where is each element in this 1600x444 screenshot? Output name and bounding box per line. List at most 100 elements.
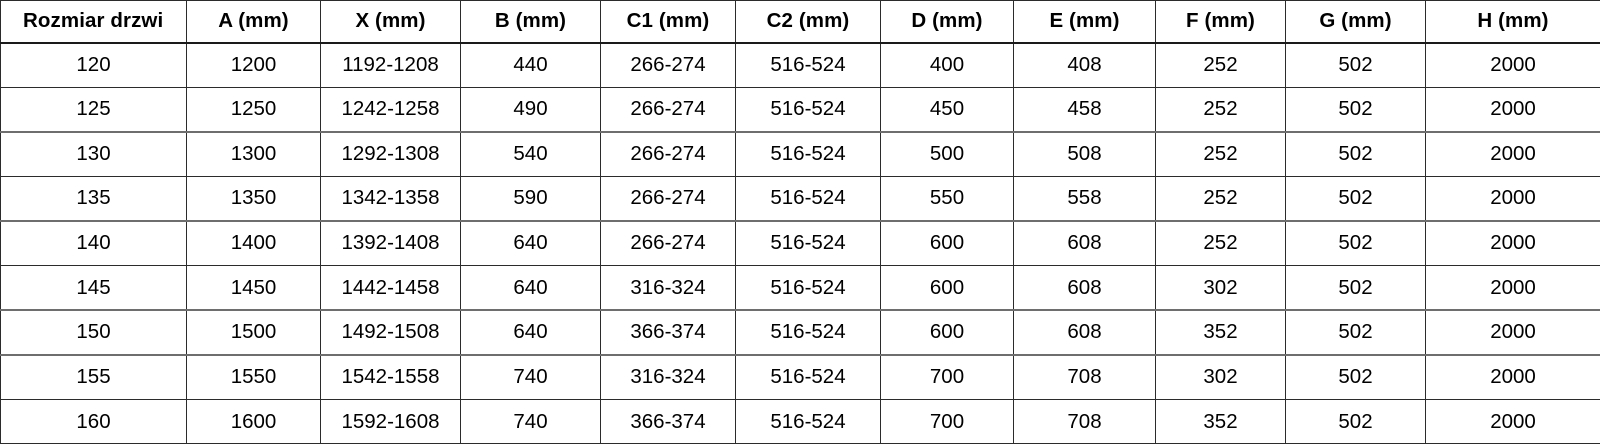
table-row: 150 1500 1492-1508 640 366-374 516-524 600 608 3… <box>0 309 1600 356</box>
table-row: 155 1550 1542-1558 740 316-324 516-524 700 708 3… <box>0 353 1600 400</box>
cell-x: 1242-1258 <box>320 86 461 133</box>
cell-g: 502 <box>1285 175 1426 222</box>
cell-d: 450 <box>880 86 1014 133</box>
column-header-b: B (mm) <box>460 0 601 44</box>
cell-d: 700 <box>880 353 1014 400</box>
cell-size: 130 <box>0 130 187 177</box>
cell-a: 1400 <box>186 219 321 266</box>
cell-g: 502 <box>1285 219 1426 266</box>
cell-e: 408 <box>1013 42 1156 88</box>
cell-e: 508 <box>1013 130 1156 177</box>
cell-c1: 316-324 <box>600 353 736 400</box>
cell-h: 2000 <box>1425 309 1600 356</box>
cell-f: 252 <box>1155 42 1286 88</box>
cell-d: 600 <box>880 219 1014 266</box>
column-header-c2: C2 (mm) <box>735 0 881 44</box>
cell-e: 708 <box>1013 398 1156 444</box>
cell-d: 550 <box>880 175 1014 222</box>
cell-f: 252 <box>1155 130 1286 177</box>
column-header-size: Rozmiar drzwi <box>0 0 187 44</box>
cell-d: 700 <box>880 398 1014 444</box>
cell-x: 1492-1508 <box>320 309 461 356</box>
cell-c2: 516-524 <box>735 309 881 356</box>
cell-h: 2000 <box>1425 130 1600 177</box>
cell-d: 400 <box>880 42 1014 88</box>
cell-size: 125 <box>0 86 187 133</box>
cell-size: 145 <box>0 264 187 311</box>
cell-c2: 516-524 <box>735 219 881 266</box>
cell-a: 1350 <box>186 175 321 222</box>
cell-h: 2000 <box>1425 353 1600 400</box>
cell-d: 600 <box>880 264 1014 311</box>
cell-g: 502 <box>1285 264 1426 311</box>
cell-e: 608 <box>1013 264 1156 311</box>
cell-a: 1200 <box>186 42 321 88</box>
cell-f: 252 <box>1155 86 1286 133</box>
cell-c1: 366-374 <box>600 309 736 356</box>
cell-x: 1542-1558 <box>320 353 461 400</box>
cell-b: 640 <box>460 309 601 356</box>
column-header-h: H (mm) <box>1425 0 1600 44</box>
column-header-x: X (mm) <box>320 0 461 44</box>
cell-h: 2000 <box>1425 398 1600 444</box>
cell-f: 352 <box>1155 398 1286 444</box>
cell-d: 500 <box>880 130 1014 177</box>
table-row: 160 1600 1592-1608 740 366-374 516-524 700 708 3… <box>0 398 1600 444</box>
cell-e: 558 <box>1013 175 1156 222</box>
cell-x: 1342-1358 <box>320 175 461 222</box>
table-header: Rozmiar drzwi A (mm) X (mm) B (mm) C1 (m… <box>0 0 1600 44</box>
cell-x: 1442-1458 <box>320 264 461 311</box>
cell-c1: 266-274 <box>600 86 736 133</box>
cell-c2: 516-524 <box>735 86 881 133</box>
cell-f: 252 <box>1155 175 1286 222</box>
column-header-c1: C1 (mm) <box>600 0 736 44</box>
cell-h: 2000 <box>1425 219 1600 266</box>
cell-h: 2000 <box>1425 175 1600 222</box>
cell-c2: 516-524 <box>735 264 881 311</box>
cell-h: 2000 <box>1425 86 1600 133</box>
header-row: Rozmiar drzwi A (mm) X (mm) B (mm) C1 (m… <box>0 0 1600 44</box>
cell-size: 120 <box>0 42 187 88</box>
cell-b: 640 <box>460 264 601 311</box>
column-header-d: D (mm) <box>880 0 1014 44</box>
table-row: 130 1300 1292-1308 540 266-274 516-524 500 508 2… <box>0 130 1600 177</box>
table-row: 135 1350 1342-1358 590 266-274 516-524 550 558 2… <box>0 175 1600 222</box>
table-row: 140 1400 1392-1408 640 266-274 516-524 600 608 2… <box>0 219 1600 266</box>
cell-c2: 516-524 <box>735 130 881 177</box>
cell-f: 252 <box>1155 219 1286 266</box>
cell-a: 1300 <box>186 130 321 177</box>
cell-size: 135 <box>0 175 187 222</box>
cell-x: 1392-1408 <box>320 219 461 266</box>
table-row: 120 1200 1192-1208 440 266-274 516-524 400 408 2… <box>0 42 1600 88</box>
cell-x: 1292-1308 <box>320 130 461 177</box>
cell-x: 1592-1608 <box>320 398 461 444</box>
cell-d: 600 <box>880 309 1014 356</box>
cell-c1: 266-274 <box>600 130 736 177</box>
cell-e: 608 <box>1013 309 1156 356</box>
cell-b: 540 <box>460 130 601 177</box>
cell-c1: 366-374 <box>600 398 736 444</box>
table-row: 125 1250 1242-1258 490 266-274 516-524 450 458 2… <box>0 86 1600 133</box>
cell-g: 502 <box>1285 398 1426 444</box>
cell-c2: 516-524 <box>735 353 881 400</box>
table-row: 145 1450 1442-1458 640 316-324 516-524 600 608 3… <box>0 264 1600 311</box>
cell-f: 302 <box>1155 353 1286 400</box>
cell-b: 740 <box>460 353 601 400</box>
cell-e: 708 <box>1013 353 1156 400</box>
cell-x: 1192-1208 <box>320 42 461 88</box>
cell-b: 590 <box>460 175 601 222</box>
cell-a: 1250 <box>186 86 321 133</box>
column-header-e: E (mm) <box>1013 0 1156 44</box>
cell-b: 440 <box>460 42 601 88</box>
cell-c2: 516-524 <box>735 175 881 222</box>
cell-size: 155 <box>0 353 187 400</box>
column-header-f: F (mm) <box>1155 0 1286 44</box>
cell-e: 608 <box>1013 219 1156 266</box>
cell-b: 640 <box>460 219 601 266</box>
cell-a: 1450 <box>186 264 321 311</box>
cell-g: 502 <box>1285 309 1426 356</box>
cell-c1: 266-274 <box>600 42 736 88</box>
cell-e: 458 <box>1013 86 1156 133</box>
cell-a: 1600 <box>186 398 321 444</box>
